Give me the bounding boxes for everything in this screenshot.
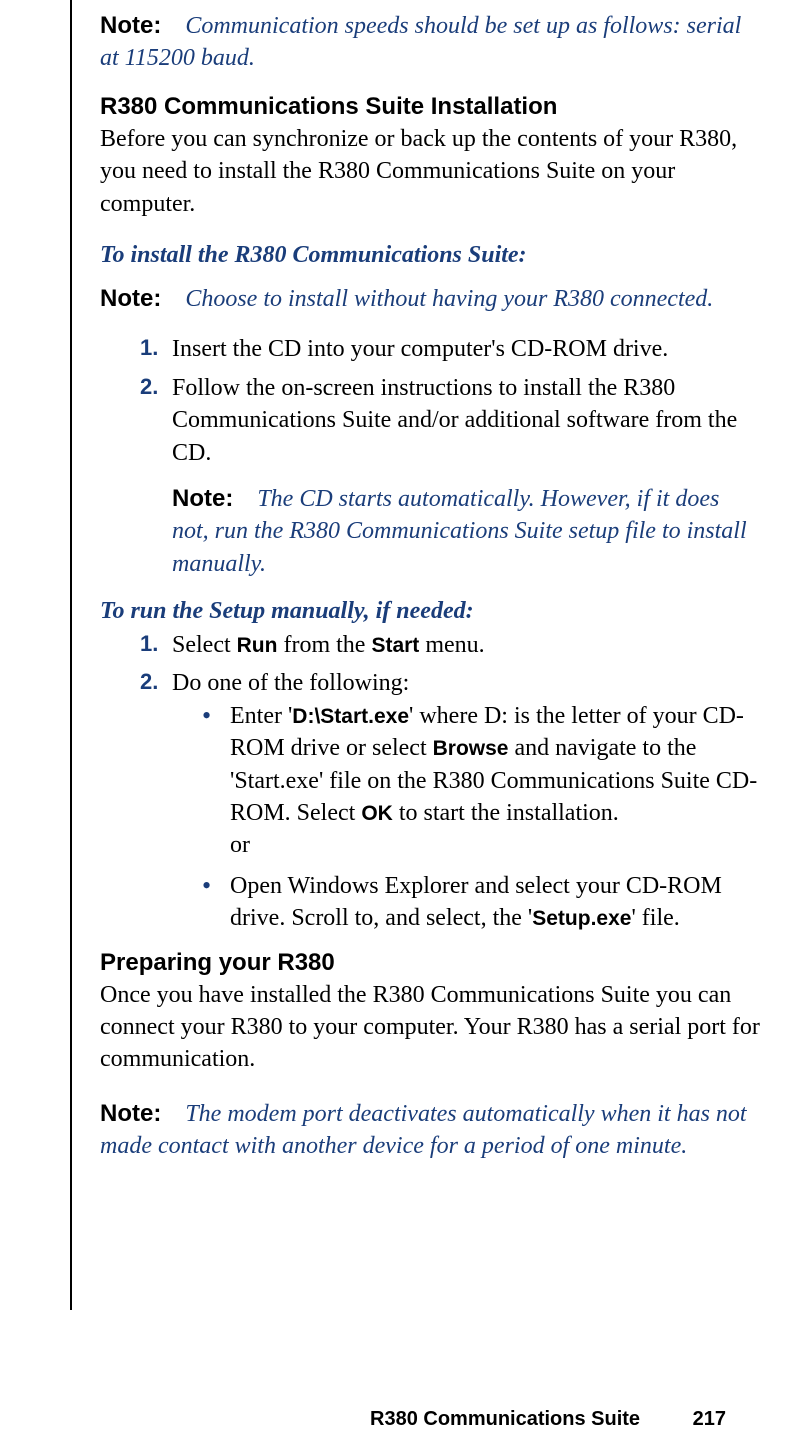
ui-run: Run (237, 634, 278, 657)
step-text: Do one of the following: (172, 670, 409, 696)
note-label: Note: (172, 485, 233, 512)
step-number: 2. (140, 372, 158, 402)
note-modem-port: Note: The modem port deactivates automat… (100, 1098, 760, 1163)
subhead-install: To install the R380 Communications Suite… (100, 242, 760, 269)
note-choose-install: Note: Choose to install without having y… (100, 283, 760, 315)
ui-browse: Browse (433, 737, 509, 760)
list-item: 1. Insert the CD into your computer's CD… (140, 333, 760, 365)
step-number: 2. (140, 667, 158, 697)
list-item: 2. Do one of the following: Enter 'D:\St… (140, 667, 760, 934)
ui-path: D:\Start.exe (292, 705, 409, 728)
ui-setup-exe: Setup.exe (532, 907, 631, 930)
note-body: The CD starts automatically. However, if… (172, 486, 747, 577)
note-body: Communication speeds should be set up as… (100, 13, 741, 71)
list-item: Open Windows Explorer and select your CD… (202, 870, 760, 935)
note-body: Choose to install without having your R3… (185, 286, 713, 312)
install-steps: 1. Insert the CD into your computer's CD… (140, 333, 760, 469)
step-number: 1. (140, 629, 158, 659)
note-speed: Note: Communication speeds should be set… (100, 10, 760, 75)
note-body: The modem port deactivates automatically… (100, 1101, 747, 1159)
step-text: Select Run from the Start menu. (172, 632, 485, 658)
install-body: Before you can synchronize or back up th… (100, 123, 760, 220)
heading-prepare: Preparing your R380 (100, 949, 760, 977)
note-label: Note: (100, 1100, 161, 1127)
page-content: Note: Communication speeds should be set… (100, 10, 760, 1181)
note-label: Note: (100, 285, 161, 312)
list-item: Enter 'D:\Start.exe' where D: is the let… (202, 700, 760, 862)
step-text: Insert the CD into your computer's CD-RO… (172, 336, 668, 362)
step-text: Follow the on-screen instructions to ins… (172, 375, 737, 466)
heading-install: R380 Communications Suite Installation (100, 93, 760, 121)
list-item: 1. Select Run from the Start menu. (140, 629, 760, 661)
subhead-manual: To run the Setup manually, if needed: (100, 598, 760, 625)
left-rule (70, 0, 72, 1310)
or-text: or (230, 832, 250, 858)
list-item: 2. Follow the on-screen instructions to … (140, 372, 760, 469)
prepare-body: Once you have installed the R380 Communi… (100, 979, 760, 1076)
ui-start: Start (371, 634, 419, 657)
footer-page-number: 217 (693, 1408, 726, 1431)
note-cd-autostart: Note: The CD starts automatically. Howev… (172, 483, 760, 580)
step-number: 1. (140, 333, 158, 363)
footer-title: R380 Communications Suite (370, 1408, 640, 1431)
note-label: Note: (100, 12, 161, 39)
manual-steps: 1. Select Run from the Start menu. 2. Do… (140, 629, 760, 935)
manual-options: Enter 'D:\Start.exe' where D: is the let… (202, 700, 760, 935)
ui-ok: OK (361, 802, 393, 825)
